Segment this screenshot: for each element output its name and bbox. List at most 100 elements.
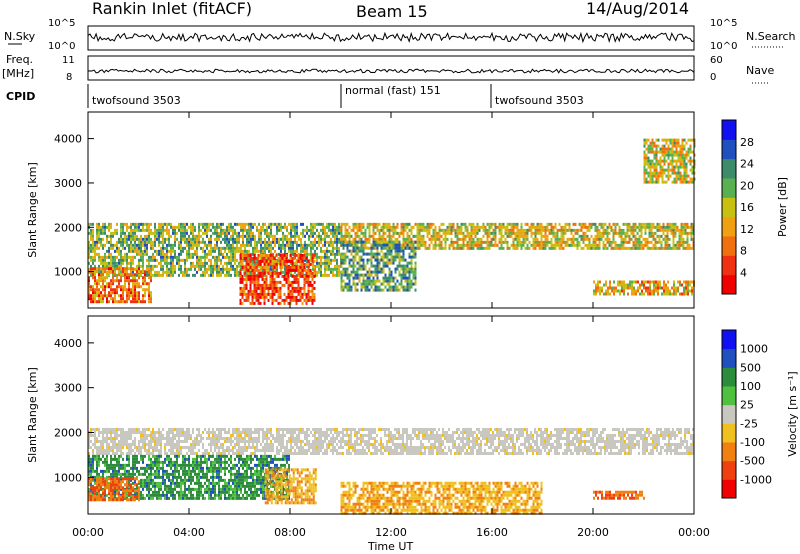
heatmap-cell [309, 283, 312, 287]
heatmap-cell [249, 262, 252, 266]
heatmap-cell [376, 237, 379, 241]
heatmap-cell [666, 237, 669, 241]
heatmap-cell [196, 270, 198, 274]
heatmap-cell [386, 255, 389, 259]
freq-right-tick-top: 60 [710, 55, 723, 66]
heatmap-cell [156, 442, 158, 446]
heatmap-cell [301, 259, 304, 263]
heatmap-cell [486, 228, 489, 232]
heatmap-cell [674, 231, 677, 235]
heatmap-cell [272, 267, 274, 271]
heatmap-cell [311, 292, 314, 296]
heatmap-cell [306, 231, 308, 235]
heatmap-cell [394, 249, 397, 253]
heatmap-cell [638, 234, 641, 238]
heatmap-cell [498, 222, 501, 226]
heatmap-cell [259, 259, 262, 263]
heatmap-cell [132, 276, 134, 280]
heatmap-cell [320, 273, 322, 277]
heatmap-cell [598, 228, 601, 232]
heatmap-cell [112, 288, 114, 292]
heatmap-cell [178, 445, 180, 449]
heatmap-cell [647, 162, 650, 166]
heatmap-cell [176, 448, 178, 452]
heatmap-cell [269, 256, 272, 260]
heatmap-cell [184, 258, 186, 262]
heatmap-cell [245, 265, 248, 269]
heatmap-cell [374, 285, 377, 289]
heatmap-cell [444, 228, 447, 232]
heatmap-cell [677, 286, 679, 290]
heatmap-cell [434, 237, 437, 241]
heatmap-cell [194, 264, 196, 268]
heatmap-cell [634, 225, 637, 229]
heatmap-cell [100, 300, 102, 304]
heatmap-cell [522, 231, 525, 235]
heatmap-cell [376, 249, 379, 253]
heatmap-cell [442, 222, 445, 226]
heatmap-cell [136, 285, 138, 289]
heatmap-cell [258, 240, 260, 244]
heatmap-cell [228, 246, 230, 250]
heatmap-cell [468, 237, 471, 241]
heatmap-cell [150, 270, 152, 274]
heatmap-cell [132, 237, 134, 241]
heatmap-cell [672, 234, 675, 238]
heatmap-cell [292, 243, 294, 247]
heatmap-cell [633, 289, 635, 293]
heatmap-cell [285, 280, 288, 284]
heatmap-cell [510, 231, 513, 235]
heatmap-cell [150, 240, 152, 244]
heatmap-cell [120, 439, 122, 443]
heatmap-cell [680, 240, 683, 244]
heatmap-cell [311, 283, 314, 287]
heatmap-cell [253, 253, 256, 257]
heatmap-cell [478, 225, 481, 229]
heatmap-cell [162, 240, 164, 244]
heatmap-cell [280, 228, 282, 232]
heatmap-cell [550, 228, 553, 232]
heatmap-cell [142, 264, 144, 268]
heatmap-cell [676, 243, 679, 247]
heatmap-cell [283, 274, 286, 278]
heatmap-cell [302, 249, 304, 253]
heatmap-cell [138, 427, 140, 431]
heatmap-cell [206, 270, 208, 274]
heatmap-cell [282, 270, 284, 274]
heatmap-cell [288, 249, 290, 253]
heatmap-cell [402, 225, 405, 229]
heatmap-cell [613, 289, 615, 293]
heatmap-cell [150, 436, 152, 440]
heatmap-cell [150, 267, 152, 271]
heatmap-cell [290, 246, 292, 250]
heatmap-cell [330, 252, 332, 256]
heatmap-cell [685, 286, 687, 290]
heatmap-cell [196, 243, 198, 247]
heatmap-cell [659, 174, 662, 178]
heatmap-cell [684, 240, 687, 244]
heatmap-cell [90, 285, 92, 289]
heatmap-cell [474, 240, 477, 244]
heatmap-cell [426, 225, 429, 229]
heatmap-cell [303, 286, 306, 290]
heatmap-cell [326, 261, 328, 265]
heatmap-cell [675, 138, 678, 142]
heatmap-cell [220, 427, 222, 431]
heatmap-cell [198, 240, 200, 244]
heatmap-cell [188, 430, 190, 434]
heatmap-cell [338, 237, 340, 241]
heatmap-cell [675, 165, 678, 169]
heatmap-cell [595, 292, 597, 296]
heatmap-cell [608, 225, 611, 229]
heatmap-cell [208, 243, 210, 247]
heatmap-cell [658, 240, 661, 244]
heatmap-cell [242, 237, 244, 241]
heatmap-cell [402, 258, 405, 262]
heatmap-cell [504, 240, 507, 244]
heatmap-cell [336, 261, 338, 265]
heatmap-cell [130, 279, 132, 283]
heatmap-cell [238, 273, 240, 277]
heatmap-cell [288, 231, 290, 235]
heatmap-cell [162, 231, 164, 235]
heatmap-cell [122, 445, 124, 449]
